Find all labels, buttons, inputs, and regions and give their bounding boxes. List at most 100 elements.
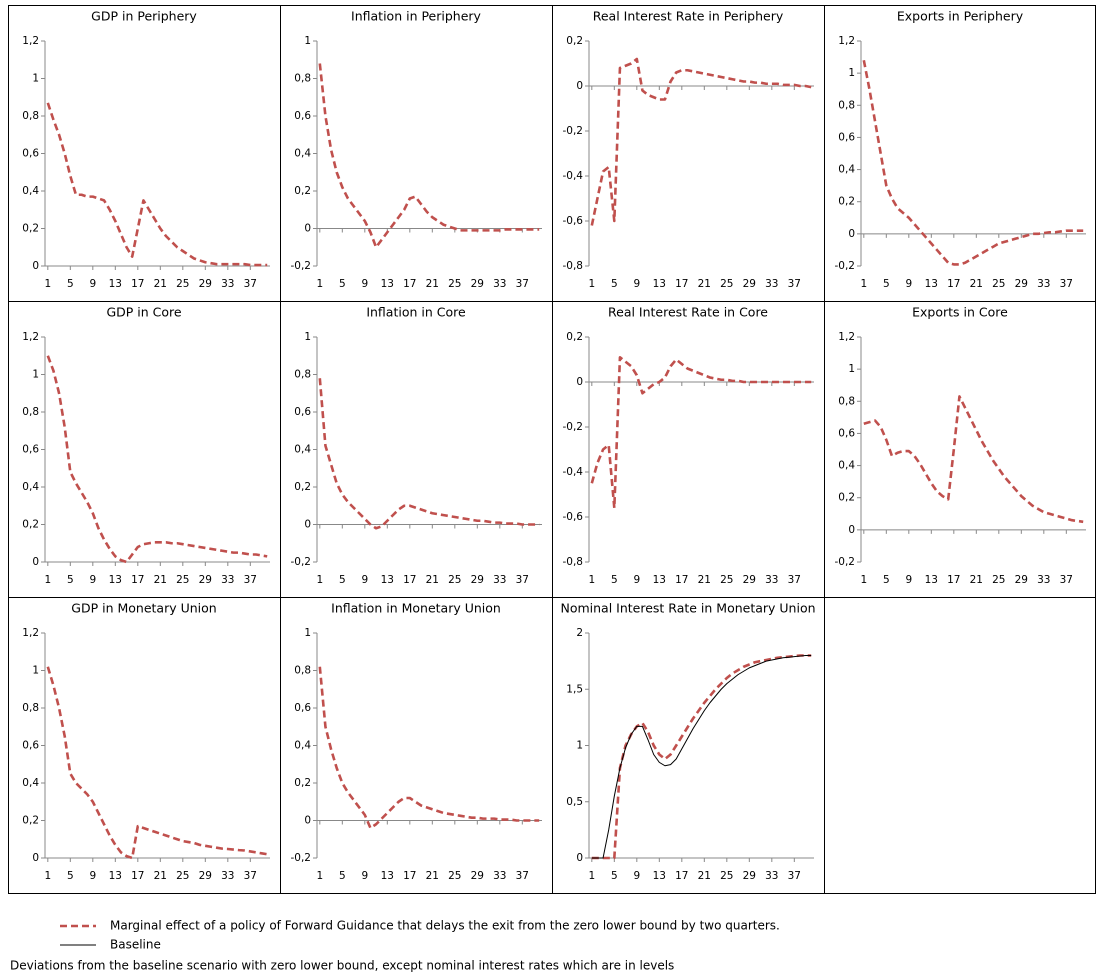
x-tick-label: 25	[992, 574, 1005, 586]
y-tick-label: 1	[848, 363, 855, 375]
chart-title: Exports in Periphery	[897, 9, 1024, 24]
x-tick-label: 1	[588, 870, 595, 882]
y-tick-label: 0,4	[838, 164, 855, 176]
x-tick-label: 17	[675, 278, 688, 290]
y-tick-label: 0	[32, 260, 39, 272]
y-tick-label: -0,2	[563, 421, 584, 433]
x-tick-label: 29	[471, 278, 484, 290]
data-line	[591, 655, 812, 859]
x-tick-label: 17	[403, 278, 416, 290]
y-tick-label: 0	[32, 556, 39, 568]
x-tick-label: 21	[426, 278, 439, 290]
x-tick-label: 5	[67, 574, 74, 586]
x-tick-label: 25	[448, 278, 461, 290]
chart-title: Inflation in Periphery	[351, 9, 482, 24]
y-tick-label: -0,2	[835, 260, 856, 272]
x-tick-label: 17	[131, 870, 144, 882]
x-tick-label: 21	[698, 278, 711, 290]
panel-frame	[280, 5, 553, 302]
y-tick-label: 0,2	[294, 777, 311, 789]
y-tick-label: 0,4	[838, 460, 855, 472]
y-tick-label: 0,2	[838, 196, 855, 208]
x-tick-label: 33	[221, 574, 234, 586]
y-tick-label: 1,2	[22, 35, 39, 47]
y-tick-label: 0,4	[294, 444, 311, 456]
x-tick-label: 29	[199, 574, 212, 586]
x-tick-label: 9	[633, 870, 640, 882]
legend-label: Marginal effect of a policy of Forward G…	[110, 919, 780, 933]
x-tick-label: 9	[361, 870, 368, 882]
x-tick-label: 9	[905, 278, 912, 290]
y-tick-label: 1	[304, 627, 311, 639]
y-tick-label: -0,2	[291, 260, 312, 272]
y-tick-label: -0,6	[563, 511, 584, 523]
y-tick-label: 0	[304, 519, 311, 531]
x-tick-label: 13	[925, 278, 938, 290]
x-tick-label: 5	[339, 278, 346, 290]
y-tick-label: 1,2	[838, 35, 855, 47]
x-tick-label: 21	[154, 278, 167, 290]
x-tick-label: 21	[426, 870, 439, 882]
x-tick-label: 25	[448, 870, 461, 882]
x-tick-label: 17	[947, 278, 960, 290]
x-tick-label: 25	[448, 574, 461, 586]
y-tick-label: -0,6	[563, 215, 584, 227]
panel-frame	[552, 597, 825, 894]
x-tick-label: 25	[720, 870, 733, 882]
x-tick-label: 5	[611, 278, 618, 290]
panel-frame	[824, 301, 1096, 598]
data-line	[46, 355, 268, 564]
x-tick-label: 5	[883, 278, 890, 290]
x-tick-label: 1	[316, 870, 323, 882]
x-tick-label: 33	[221, 870, 234, 882]
x-tick-label: 21	[426, 574, 439, 586]
x-tick-label: 17	[131, 278, 144, 290]
x-tick-label: 21	[154, 574, 167, 586]
chart-title: GDP in Monetary Union	[71, 601, 216, 616]
panel-frame	[552, 5, 825, 302]
y-tick-label: 0	[304, 815, 311, 827]
y-tick-label: 0,6	[294, 702, 311, 714]
x-tick-label: 1	[860, 574, 867, 586]
chart-title: Inflation in Core	[366, 305, 466, 320]
x-tick-label: 5	[339, 574, 346, 586]
y-tick-label: 0	[32, 852, 39, 864]
x-tick-label: 9	[89, 278, 96, 290]
x-tick-label: 13	[109, 870, 122, 882]
x-tick-label: 37	[788, 870, 801, 882]
panel-frame	[824, 597, 1096, 894]
x-tick-label: 1	[316, 574, 323, 586]
y-tick-label: 0	[576, 852, 583, 864]
x-tick-label: 29	[743, 870, 756, 882]
x-tick-label: 21	[698, 870, 711, 882]
x-tick-label: 9	[633, 574, 640, 586]
chart-title: GDP in Core	[106, 305, 181, 320]
x-tick-label: 37	[244, 278, 257, 290]
y-tick-label: 0,2	[294, 185, 311, 197]
y-tick-label: 1,2	[22, 331, 39, 343]
y-tick-label: 0,6	[294, 406, 311, 418]
y-tick-label: 1	[576, 740, 583, 752]
x-tick-label: 1	[44, 870, 51, 882]
x-tick-label: 33	[765, 870, 778, 882]
x-tick-label: 37	[516, 870, 529, 882]
x-tick-label: 29	[743, 278, 756, 290]
x-tick-label: 5	[67, 870, 74, 882]
y-tick-label: 0,4	[22, 777, 39, 789]
x-tick-label: 37	[244, 574, 257, 586]
x-tick-label: 29	[471, 574, 484, 586]
y-tick-label: 1,5	[566, 683, 583, 695]
y-tick-label: 0,8	[294, 73, 311, 85]
y-tick-label: 0	[576, 80, 583, 92]
y-tick-label: 0,2	[838, 492, 855, 504]
x-tick-label: 25	[176, 574, 189, 586]
y-tick-label: 0	[304, 223, 311, 235]
panel-frame	[824, 5, 1096, 302]
y-tick-label: 0,4	[22, 185, 39, 197]
y-tick-label: 0	[848, 524, 855, 536]
x-tick-label: 17	[675, 574, 688, 586]
x-tick-label: 33	[765, 574, 778, 586]
x-tick-label: 9	[361, 278, 368, 290]
